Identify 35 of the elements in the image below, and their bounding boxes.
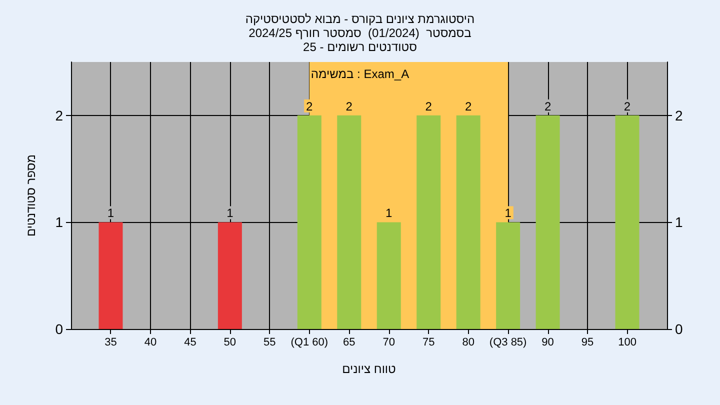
y2-tick-label: 2 (675, 107, 683, 124)
x-tick-label: 90 (542, 336, 554, 348)
y-axis-title: מספר סטודנטים (24, 154, 38, 237)
data-label: 2 (544, 99, 552, 114)
x-tick-label: 35 (104, 336, 117, 348)
y-tick-label: 0 (55, 321, 64, 337)
y-tick-label: 1 (55, 214, 64, 230)
data-label: 2 (624, 99, 631, 114)
x-tick-label: 40 (144, 336, 157, 348)
x-axis-title: טווח ציונים (342, 362, 396, 376)
x-tick-label: 95 (581, 336, 594, 348)
data-label: 2 (306, 99, 314, 114)
x-tick-label: 80 (462, 336, 474, 348)
annotation: במשימה : Exam_A (310, 67, 410, 81)
x-tick-label: 55 (264, 336, 276, 348)
data-label: 1 (386, 206, 393, 220)
x-tick-label: 65 (343, 336, 356, 348)
y-tick-label: 2 (55, 107, 64, 124)
data-label: 1 (107, 206, 114, 220)
chart-title: היסטוגרמת ציונים בקורס - מבוא לסטטיסטיקה (245, 12, 475, 26)
y2-tick-label: 0 (675, 321, 683, 337)
x-tick-label: (Q1 60) (290, 336, 328, 348)
data-label: 2 (346, 99, 353, 114)
x-tick-label: 100 (618, 336, 636, 348)
data-label: 2 (425, 99, 432, 114)
x-tick-label: 70 (382, 336, 395, 348)
data-label: 1 (504, 206, 512, 220)
chart-subtitle: בסמסטר (01/2024) סמסטר חורף 2024/25 סטודנטים רשומים - 25 (248, 26, 472, 54)
data-label: 2 (464, 99, 472, 114)
x-tick-label: 50 (224, 336, 236, 348)
x-tick-label: 45 (184, 336, 196, 348)
x-tick-label: 75 (422, 336, 435, 348)
data-label: 1 (226, 206, 234, 220)
y2-tick-label: 1 (675, 214, 683, 230)
x-tick-label: (Q3 85) (489, 336, 527, 348)
